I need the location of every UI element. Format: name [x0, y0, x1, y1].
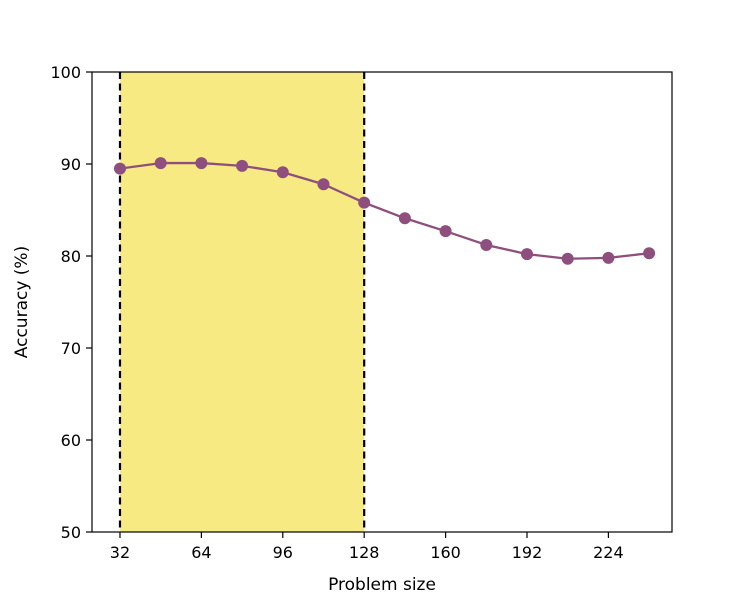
x-tick-label: 32 [110, 543, 130, 562]
series-line-layer [119, 161, 650, 260]
x-tick-label: 160 [430, 543, 461, 562]
data-point [602, 251, 615, 264]
data-point [154, 157, 167, 170]
data-point [195, 157, 208, 170]
series-line-0 [119, 161, 650, 260]
x-tick-label: 128 [349, 543, 380, 562]
data-point [236, 159, 249, 172]
data-point [398, 212, 411, 225]
x-tick-label: 224 [593, 543, 624, 562]
data-point [358, 196, 371, 209]
y-tick-label: 60 [61, 431, 81, 450]
y-axis-label: Accuracy (%) [12, 246, 32, 358]
x-tick-label: 192 [512, 543, 543, 562]
x-tick-label: 96 [273, 543, 293, 562]
x-tick-label: 64 [191, 543, 211, 562]
data-point [276, 166, 289, 179]
data-point [480, 238, 493, 251]
y-tick-label: 70 [61, 339, 81, 358]
y-tick-label: 90 [61, 155, 81, 174]
data-point [439, 225, 452, 238]
y-axis: 50 60 70 80 90 100 [50, 63, 92, 542]
highlight-region [119, 72, 365, 532]
data-point [643, 247, 656, 260]
series-marker-layer [113, 157, 656, 265]
data-point [561, 252, 574, 265]
plot-frame [91, 71, 673, 533]
y-tick-label: 80 [61, 247, 81, 266]
x-axis-label: Problem size [328, 575, 436, 595]
data-point [113, 162, 126, 175]
highlight-region-layer [118, 72, 366, 532]
x-axis: 32 64 96 128 160 192 224 [110, 532, 624, 562]
data-point [521, 248, 533, 261]
data-point [317, 178, 330, 191]
y-tick-label: 50 [61, 523, 81, 542]
y-tick-label: 100 [50, 63, 81, 82]
